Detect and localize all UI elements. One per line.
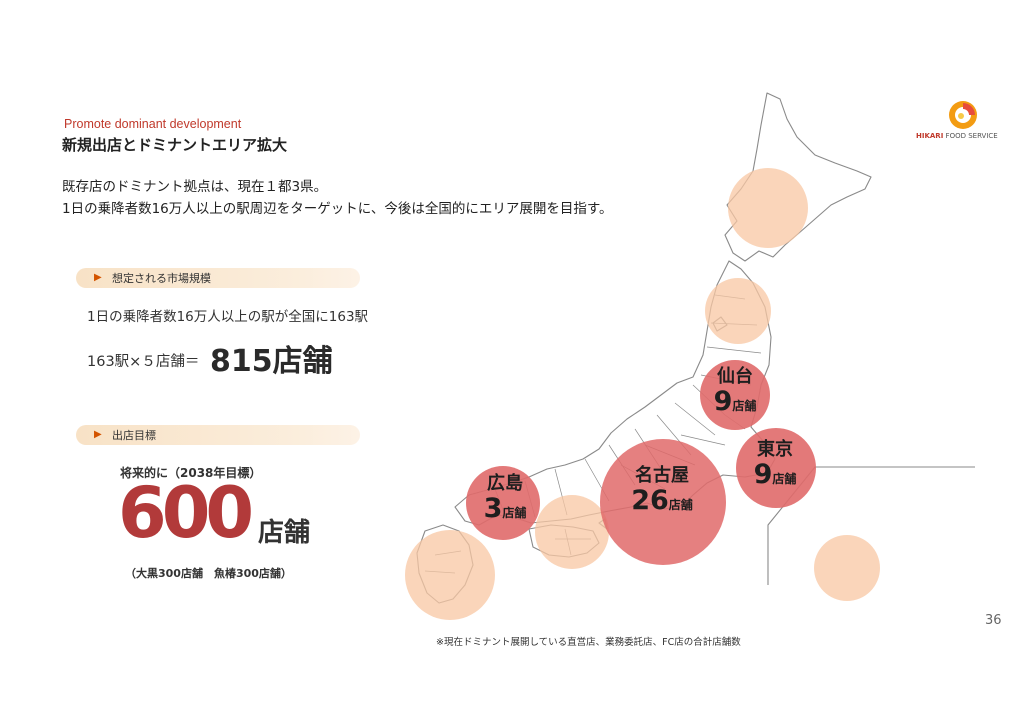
page-number: 36 — [985, 613, 1002, 628]
section-subtitle: Promote dominant development — [64, 117, 242, 131]
city-label-hiroshima: 広島 3店舗 — [474, 474, 536, 524]
company-logo: HIKARI FOOD SERVICE — [916, 100, 1008, 146]
japan-map — [405, 92, 975, 620]
expansion-circle-kyushu — [405, 530, 495, 620]
city-label-sendai: 仙台 9店舗 — [707, 367, 763, 417]
city-unit: 店舗 — [502, 506, 527, 520]
expansion-circle-hokkaido — [728, 168, 808, 248]
expansion-circle-shikoku — [535, 495, 609, 569]
logo-brand-rest: FOOD SERVICE — [945, 132, 998, 140]
play-triangle-icon: ▶ — [94, 429, 102, 440]
market-calc-prefix: 163駅×５店舗＝ — [87, 354, 200, 370]
store-goal-heading: ▶ 出店目標 — [76, 425, 360, 445]
market-size-label: 想定される市場規模 — [112, 272, 211, 285]
expansion-circles — [405, 168, 880, 620]
city-unit: 店舗 — [668, 498, 693, 512]
city-count: 9 — [713, 386, 733, 417]
city-count: 9 — [753, 459, 773, 490]
body-text-line-1: 既存店のドミナント拠点は、現在１都3県。 — [62, 179, 328, 195]
logo-text: HIKARI FOOD SERVICE — [916, 132, 998, 140]
city-name: 広島 — [487, 473, 523, 494]
logo-mark-icon — [949, 101, 977, 129]
store-goal-label: 出店目標 — [112, 429, 156, 442]
city-label-nagoya: 名古屋 26店舗 — [620, 466, 704, 516]
city-count: 26 — [631, 485, 669, 516]
active-circle-nagoya — [600, 439, 726, 565]
expansion-circle-okinawa — [814, 535, 880, 601]
city-name: 名古屋 — [635, 465, 689, 486]
body-text-line-2: 1日の乗降者数16万人以上の駅周辺をターゲットに、今後は全国的にエリア展開を目指… — [62, 201, 613, 217]
goal-breakdown-note: （大黒300店舗 魚椿300店舗） — [125, 567, 292, 580]
goal-unit: 店舗 — [258, 518, 311, 548]
active-circle-tokyo — [736, 428, 816, 508]
city-unit: 店舗 — [772, 472, 797, 486]
market-size-text: 1日の乗降者数16万人以上の駅が全国に163駅 — [87, 309, 369, 325]
active-circle-sendai — [700, 360, 770, 430]
active-circles — [466, 360, 816, 565]
goal-sub-label: 将来的に（2038年目標） — [120, 466, 262, 480]
city-unit: 店舗 — [732, 399, 757, 413]
page-title: 新規出店とドミナントエリア拡大 — [62, 136, 288, 154]
footnote: ※現在ドミナント展開している直営店、業務委託店、FC店の合計店舗数 — [436, 637, 741, 648]
expansion-circle-tohoku — [705, 278, 771, 344]
logo-brand-bold: HIKARI — [916, 132, 944, 140]
play-triangle-icon: ▶ — [94, 272, 102, 283]
city-name: 仙台 — [717, 366, 753, 387]
active-circle-hiroshima — [466, 466, 540, 540]
city-label-tokyo: 東京 9店舗 — [745, 440, 805, 490]
city-name: 東京 — [757, 439, 793, 460]
city-count: 3 — [483, 493, 503, 524]
market-calc-result: 815店舗 — [210, 344, 333, 379]
goal-number: 600 — [118, 472, 254, 554]
market-size-heading: ▶ 想定される市場規模 — [76, 268, 360, 288]
